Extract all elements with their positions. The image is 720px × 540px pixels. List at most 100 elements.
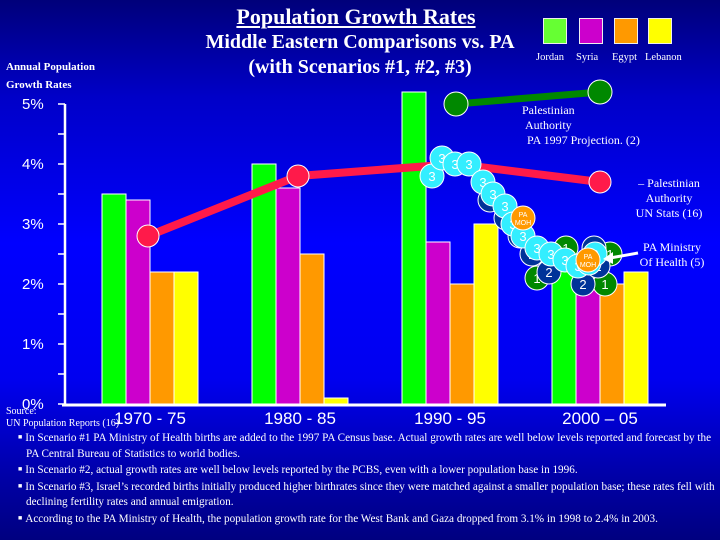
bullet-icon: ■ [18, 481, 23, 490]
annotation-pa-un-stats-line1: – Palestinian [638, 176, 700, 190]
scenario-3-marker-label: 3 [451, 157, 458, 172]
scenario-1-marker-label: 1 [533, 271, 540, 286]
line-pa-un-stats [146, 160, 601, 240]
annotation-pa-moh-line1: PA Ministry [643, 240, 701, 254]
legend-swatch-lebanon [648, 18, 672, 44]
scenario-3-marker-label: 3 [501, 199, 508, 214]
chart-subtitle-line2: (with Scenarios #1, #2, #3) [248, 56, 472, 78]
y-axis-label-line1: Annual Population [6, 61, 95, 73]
legend-label-egypt: Egypt [612, 52, 638, 63]
bullet-icon: ■ [18, 465, 23, 473]
legend-swatch-jordan [543, 18, 567, 44]
title-text: Population Growth Rates [236, 4, 476, 29]
x-tick-label: 1980 - 85 [264, 409, 336, 428]
note-item: ■ In Scenario #2, actual growth rates are… [16, 462, 716, 479]
x-tick-label: 1990 - 95 [414, 409, 486, 428]
y-tick-label: 5% [22, 96, 44, 113]
bar-jordan [401, 91, 427, 405]
y-axis-label-line2: Growth Rates [6, 79, 72, 91]
pa-moh-marker-label: MOH [580, 262, 596, 269]
scenario-3-marker-label: 3 [489, 187, 496, 202]
annotation-pa-moh: PA Ministry Of Health (5) [633, 240, 711, 270]
legend-label-jordan: Jordan [536, 52, 564, 63]
scenario-2-marker-label: 2 [545, 265, 552, 280]
chart-title: Population Growth Rates [0, 4, 720, 30]
legend-swatch-syria [579, 18, 603, 44]
bar-jordan [101, 193, 127, 405]
point-pa-un-stats [286, 164, 310, 188]
x-tick-label: 1970 - 75 [114, 409, 186, 428]
bar-lebanon [623, 271, 649, 405]
legend-swatch-egypt [614, 18, 638, 44]
bar-egypt [449, 283, 475, 405]
y-tick-label: 0% [22, 396, 44, 413]
point-pa-un-stats [136, 224, 160, 248]
bar-jordan [251, 163, 277, 405]
annotation-pa-un-stats-line3: UN Stats (16) [635, 206, 703, 220]
bullet-icon: ■ [18, 433, 23, 441]
moh-arrow [603, 251, 639, 264]
bar-syria [425, 241, 451, 405]
y-axis-label: Annual Population Growth Rates [6, 58, 95, 94]
pa-moh-marker-circle [575, 247, 601, 273]
line-pa-projection [455, 88, 601, 108]
annotation-pa-projection-line2: Authority [525, 118, 572, 132]
bar-lebanon [173, 271, 199, 405]
axes [58, 103, 666, 407]
scenario-2-marker-label: 2 [579, 277, 586, 292]
x-tick-labels: 1970 - 75 1980 - 85 1990 - 95 2000 – 05 [114, 409, 638, 428]
scenario-markers: 1111111122222222333333333333333PAMOHPAMO… [419, 145, 623, 297]
notes-list: ■ In Scenario #1 PA Ministry of Health bi… [16, 430, 716, 527]
y-tick-label: 3% [22, 216, 44, 233]
note-text: In Scenario #1 PA Ministry of Health bir… [25, 432, 712, 460]
annotation-pa-un-stats-line2: Authority [645, 191, 693, 205]
source-reference: UN Population Reports (16) [6, 418, 120, 429]
scenario-3-marker-label: 3 [533, 241, 540, 256]
source-label: Source: [6, 406, 37, 417]
point-pa-projection [587, 79, 613, 105]
scenario-3-marker-circle [456, 151, 482, 177]
note-text: According to the PA Ministry of Health, … [25, 512, 658, 525]
point-pa-projection [443, 91, 469, 117]
bar-egypt [299, 253, 325, 405]
bullet-icon: ■ [18, 513, 23, 522]
pa-moh-marker-label: MOH [515, 220, 531, 227]
note-text: In Scenario #2, actual growth rates are … [25, 464, 578, 476]
note-item: ■ According to the PA Ministry of Health,… [16, 511, 716, 528]
y-tick-label: 1% [22, 336, 44, 353]
scenario-3-marker-label: 3 [465, 157, 472, 172]
scenario-1-marker-label: 1 [601, 277, 608, 292]
annotation-pa-projection: Palestinian Authority PA 1997 Projection… [522, 103, 640, 148]
moh-arrow-line [609, 251, 639, 260]
chart-subtitle-line1: Middle Eastern Comparisons vs. PA [205, 31, 515, 53]
y-tick-label: 2% [22, 276, 44, 293]
scenario-3-marker-label: 3 [547, 247, 554, 262]
y-tick-labels: 0% 1% 2% 3% 4% 5% [22, 96, 44, 413]
scenario-3-marker-label: 3 [438, 151, 445, 166]
y-tick-label: 4% [22, 156, 44, 173]
scenario-3-marker-label: 3 [479, 175, 486, 190]
bar-lebanon [473, 223, 499, 405]
bar-egypt [599, 283, 625, 405]
bar-lebanon [323, 397, 349, 405]
scenario-3-marker-label: 3 [519, 229, 526, 244]
bars [101, 91, 649, 405]
note-item: ■ In Scenario #1 PA Ministry of Health bi… [16, 430, 716, 462]
point-pa-un-stats [588, 170, 612, 194]
pa-moh-marker-label: PA [519, 212, 528, 219]
annotation-pa-projection-line1: Palestinian [522, 103, 575, 117]
note-item: ■ In Scenario #3, Israel’s recorded birth… [16, 479, 716, 511]
annotation-pa-un-stats: – Palestinian Authority UN Stats (16) [619, 176, 719, 221]
pa-moh-marker-label: PA [584, 254, 593, 261]
moh-arrow-head [603, 252, 613, 264]
annotation-pa-projection-line3: PA 1997 Projection. (2) [527, 133, 640, 147]
scenario-3-marker-label: 3 [428, 169, 435, 184]
bar-egypt [149, 271, 175, 405]
legend-label-lebanon: Lebanon [645, 52, 682, 63]
scenario-3-marker: 3 [456, 151, 482, 177]
x-tick-label: 2000 – 05 [562, 409, 638, 428]
note-text: In Scenario #3, Israel’s recorded births… [25, 480, 715, 509]
